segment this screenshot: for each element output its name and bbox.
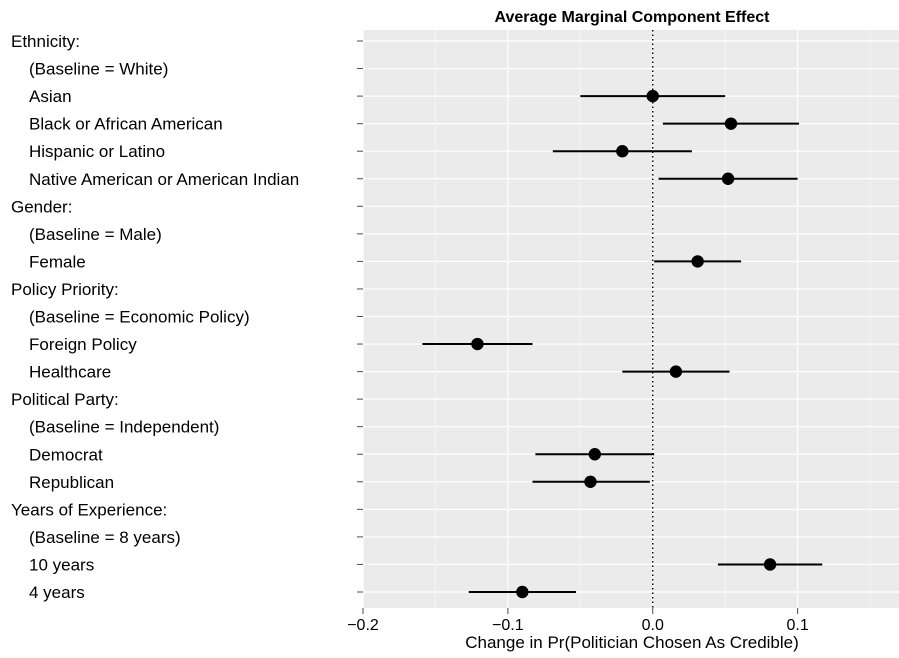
estimate-point (588, 448, 601, 461)
y-tick-label: Healthcare (29, 363, 111, 382)
y-tick-label: (Baseline = Independent) (29, 418, 219, 437)
y-tick-label: (Baseline = Male) (29, 225, 162, 244)
y-tick-label: Democrat (29, 445, 103, 464)
chart-title: Average Marginal Component Effect (494, 9, 770, 26)
y-tick-label: Political Party: (11, 390, 119, 409)
y-tick-label: 4 years (29, 583, 85, 602)
estimate-point (724, 117, 738, 130)
x-axis-title: Change in Pr(Politician Chosen As Credib… (465, 633, 799, 652)
y-tick-label: Policy Priority: (11, 280, 119, 299)
estimate-point (516, 585, 529, 599)
y-tick-label: Female (29, 252, 86, 271)
y-tick-label: Hispanic or Latino (29, 142, 165, 161)
y-tick-label: Gender: (11, 197, 72, 216)
y-tick-label: Black or African American (29, 115, 223, 134)
x-tick-label: −0.2 (347, 617, 379, 634)
y-tick-label: (Baseline = Economic Policy) (29, 308, 250, 327)
y-tick-label: (Baseline = White) (29, 60, 168, 79)
x-tick-label: 0.1 (786, 617, 808, 634)
y-tick-label: Republican (29, 473, 114, 492)
y-tick-label: Foreign Policy (29, 335, 137, 354)
estimate-point (471, 337, 484, 351)
x-tick-label: −0.1 (492, 617, 524, 634)
estimate-point (669, 365, 683, 378)
estimate-point (616, 145, 629, 158)
x-tick-label: 0.0 (642, 617, 664, 634)
y-tick-label: Ethnicity: (11, 32, 80, 51)
y-tick-label: (Baseline = 8 years) (29, 528, 181, 547)
y-tick-label: Years of Experience: (11, 500, 167, 519)
y-tick-label: Native American or American Indian (29, 170, 299, 189)
y-tick-label: 10 years (29, 555, 94, 574)
estimate-point (691, 255, 704, 268)
estimate-point (721, 172, 735, 185)
estimate-point (646, 89, 659, 103)
plot-panel (363, 30, 899, 608)
estimate-point (763, 558, 777, 571)
y-tick-label: Asian (29, 87, 72, 106)
estimate-point (584, 475, 597, 488)
